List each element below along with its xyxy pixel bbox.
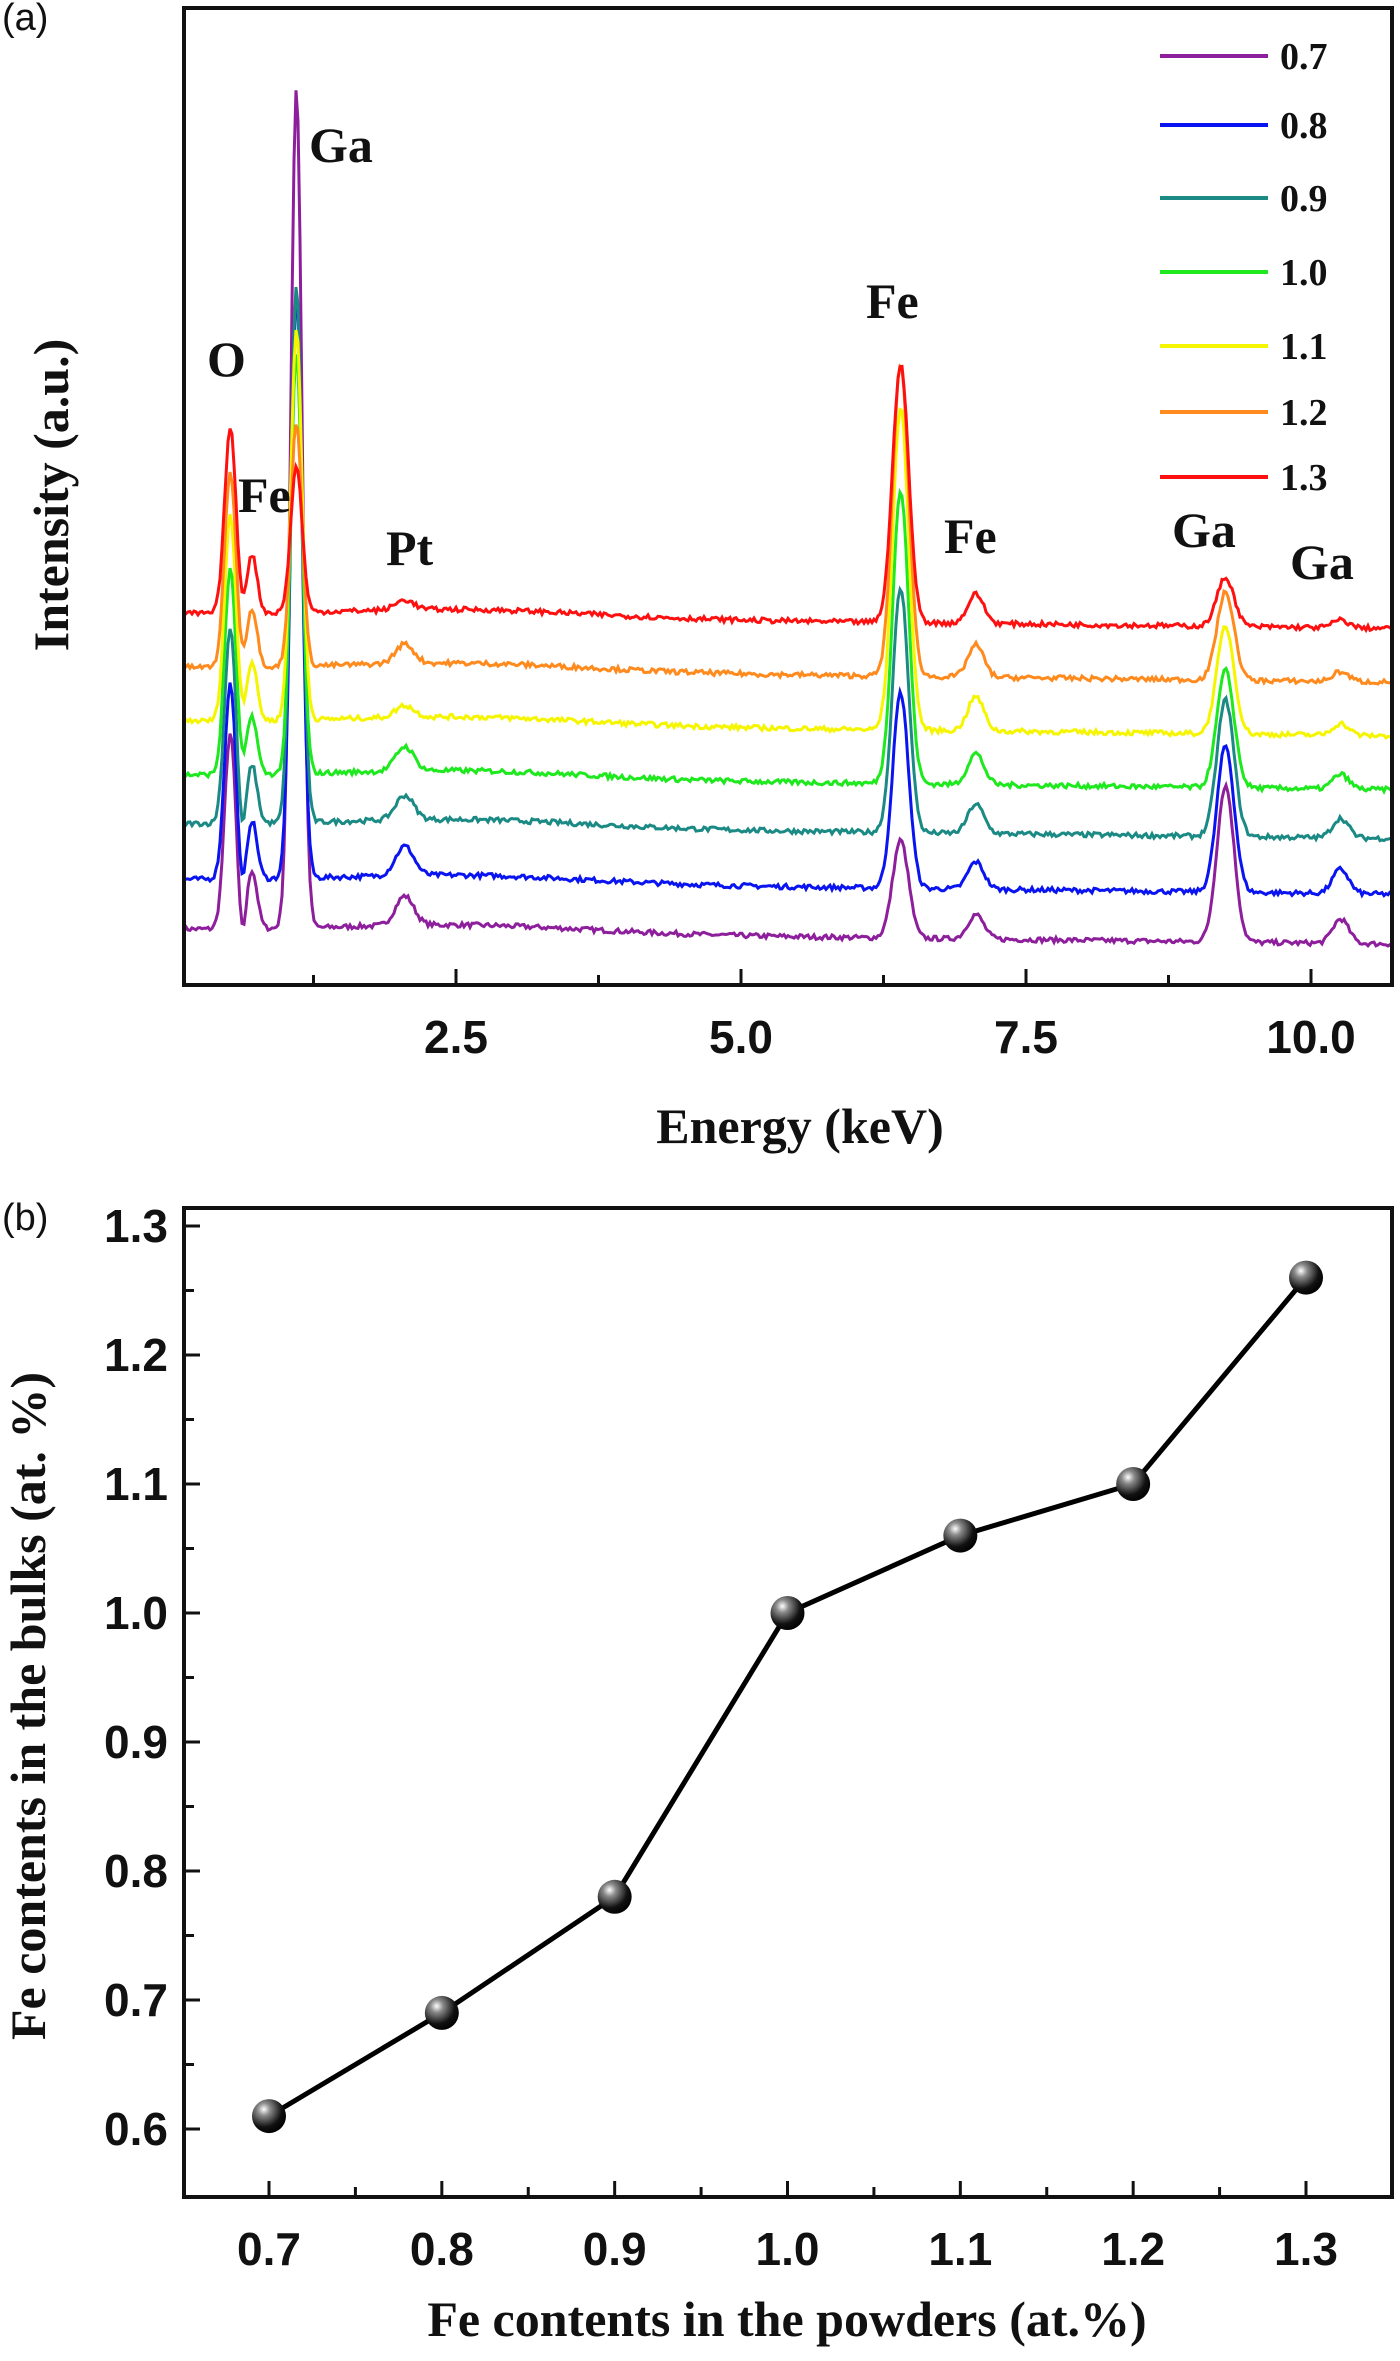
panel-b-label: (b) (2, 1197, 48, 1239)
data-point (1289, 1260, 1323, 1295)
data-point (597, 1879, 632, 1914)
peak-label-ga-l: Ga (309, 117, 373, 173)
legend-label: 0.8 (1280, 105, 1328, 147)
x-tick-label: 7.5 (994, 1011, 1058, 1063)
spectra-group (184, 90, 1392, 949)
y-tick-label: 0.9 (104, 1716, 168, 1768)
data-point (770, 1596, 805, 1630)
data-b (252, 1260, 1323, 2134)
legend-label: 0.7 (1280, 36, 1328, 78)
data-point (943, 1518, 978, 1553)
spectrum-line-1.2 (184, 363, 1392, 686)
y-axis-title-a: Intensity (a.u.) (23, 339, 79, 652)
y-tick-label: 0.7 (104, 1974, 168, 2026)
y-axis-title-b: Fe contents in the bulks (at. %) (0, 1372, 56, 2040)
x-tick-label: 1.1 (928, 2223, 992, 2275)
x-tick-label: 10.0 (1266, 1011, 1356, 1063)
plot-b-frame (182, 1206, 1394, 2199)
x-tick-label: 0.9 (583, 2223, 647, 2275)
panel-b: (b) 0.7 0.8 0.9 1.0 1.1 1.2 1.3 0.6 0.7 0.8 0.9 1.0… (0, 1197, 1394, 2347)
spectrum-line-1.3 (184, 364, 1392, 634)
y-tick-label: 1.1 (104, 1458, 168, 1510)
legend-label: 1.3 (1280, 457, 1328, 499)
x-ticks-a: 2.5 5.0 7.5 10.0 (312, 969, 1356, 1063)
x-tick-label: 1.3 (1274, 2223, 1338, 2275)
data-point (252, 2099, 286, 2134)
spectrum-line-0.7 (184, 90, 1392, 949)
peak-label-fe-kb: Fe (944, 508, 997, 564)
spectrum-line-0.8 (184, 292, 1392, 899)
peak-label-o: O (207, 331, 246, 387)
peak-label-fe-ka: Fe (866, 273, 919, 329)
x-tick-label: 1.2 (1101, 2223, 1165, 2275)
plot-a-frame (182, 6, 1394, 987)
data-point (424, 1995, 459, 2030)
series-line (267, 1275, 1308, 2119)
peak-label-ga-kb: Ga (1290, 534, 1354, 590)
data-point (1116, 1467, 1151, 1501)
spectrum-line-1.0 (184, 354, 1392, 795)
x-axis-title-b: Fe contents in the powders (at.%) (427, 2291, 1146, 2347)
x-tick-label: 5.0 (709, 1011, 773, 1063)
spectrum-line-0.9 (184, 286, 1392, 843)
legend: 0.7 0.8 0.9 1.0 1.1 1.2 1.3 (1160, 36, 1328, 499)
x-tick-label: 2.5 (424, 1011, 488, 1063)
panel-a-label: (a) (2, 0, 48, 39)
legend-label: 0.9 (1280, 178, 1328, 220)
legend-label: 1.1 (1280, 326, 1328, 368)
x-tick-label: 1.0 (756, 2223, 820, 2275)
peak-label-ga-ka: Ga (1172, 502, 1236, 558)
peak-label-fe-l: Fe (238, 467, 291, 523)
y-tick-label: 0.6 (104, 2103, 168, 2155)
y-tick-label: 1.0 (104, 1587, 168, 1639)
y-tick-label: 1.3 (104, 1200, 168, 1252)
peak-label-pt: Pt (386, 520, 434, 576)
legend-label: 1.2 (1280, 392, 1328, 434)
ticks-b: 0.7 0.8 0.9 1.0 1.1 1.2 1.3 0.6 0.7 0.8 0.9 1.0 1.1 1… (104, 1200, 1394, 2275)
legend-label: 1.0 (1280, 252, 1328, 294)
y-tick-label: 1.2 (104, 1329, 168, 1381)
y-tick-label: 0.8 (104, 1845, 168, 1897)
panel-a: (a) 2.5 5.0 7.5 10.0 Energy (keV) Intensity… (2, 0, 1394, 1154)
x-tick-label: 0.8 (410, 2223, 474, 2275)
x-axis-title-a: Energy (keV) (656, 1098, 943, 1154)
x-tick-label: 0.7 (237, 2223, 301, 2275)
spectrum-line-1.1 (184, 329, 1392, 741)
